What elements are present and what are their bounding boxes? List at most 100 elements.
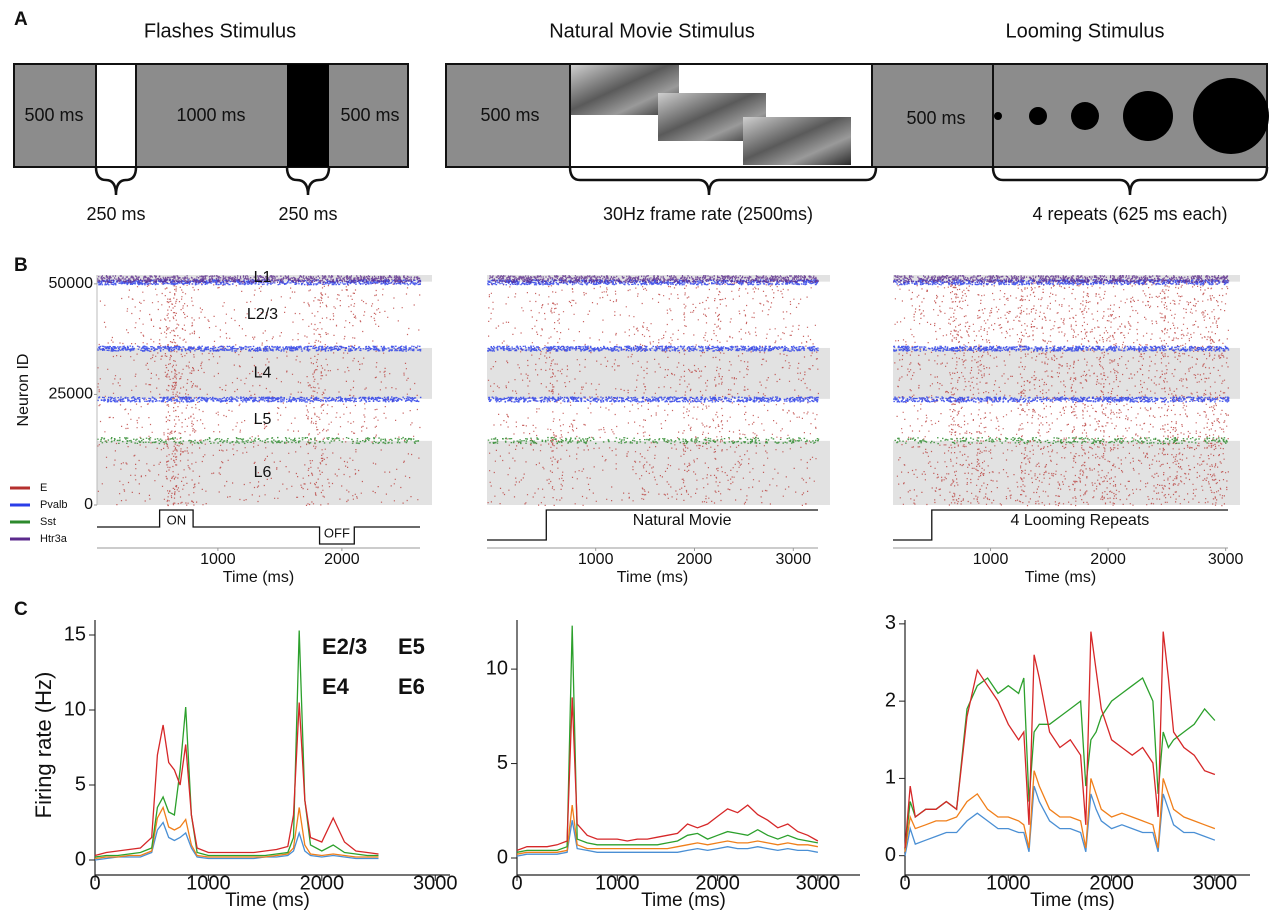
series-line: [516, 697, 819, 852]
series-line: [516, 805, 819, 855]
x-axis-label: Time (ms): [1025, 569, 1096, 586]
y-tick-label: 0: [885, 844, 896, 866]
x-tick-label: 2000: [300, 872, 345, 894]
x-tick-label: 2000: [1090, 551, 1126, 568]
brace: [991, 166, 1269, 196]
legend-label: E6: [398, 674, 425, 699]
y-tick-label: 15: [64, 623, 86, 645]
stimulus-trace: [97, 509, 420, 545]
x-tick-label: 2000: [324, 551, 360, 568]
layer-label: L5: [254, 411, 272, 428]
legend-label: E2/3: [322, 634, 367, 659]
legend-label: Sst: [40, 516, 56, 528]
x-axis-label: Time (ms): [617, 569, 688, 586]
spike-texture: [894, 436, 1228, 445]
series-line: [94, 805, 379, 860]
x-tick-label: 2000: [677, 551, 713, 568]
duration-label: 500 ms: [906, 108, 965, 128]
legend-label: E5: [398, 634, 425, 659]
stimulus-title: Looming Stimulus: [1006, 20, 1165, 42]
looming-disc: [1193, 78, 1269, 154]
y-axis-label: Firing rate (Hz): [31, 672, 56, 819]
series-line: [904, 631, 1216, 849]
x-axis-label: Time (ms): [1030, 890, 1115, 911]
x-tick-label: 2000: [695, 872, 740, 894]
x-tick-label: 0: [899, 872, 910, 894]
x-tick-label: 1000: [973, 551, 1009, 568]
stimulus-label: Natural Movie: [633, 512, 732, 529]
y-tick-label: 0: [497, 846, 508, 868]
x-axis-label: Time (ms): [225, 890, 310, 911]
layer-band: [893, 347, 1240, 399]
y-tick-label: 10: [64, 698, 86, 720]
panel-a: A B C Flashes Stimulus Natural Movie Sti…: [13, 9, 1269, 620]
spike-texture: [894, 281, 1229, 507]
looming-disc: [1123, 91, 1173, 141]
x-tick-label: 1000: [186, 872, 231, 894]
stimulus-label: 4 Looming Repeats: [1011, 512, 1150, 529]
y-tick-label: 5: [75, 773, 86, 795]
y-tick-label: 0: [84, 496, 93, 513]
y-tick-label: 1: [885, 767, 896, 789]
spike-texture: [489, 275, 819, 284]
brace-label: 4 repeats (625 ms each): [1032, 204, 1227, 224]
layer-band: [487, 347, 830, 399]
y-tick-label: 25000: [49, 386, 94, 403]
y-tick-label: 2: [885, 689, 896, 711]
stimulus-trace: [487, 509, 818, 541]
x-tick-label: 1000: [595, 872, 640, 894]
x-tick-label: 3000: [776, 551, 812, 568]
spike-texture: [893, 275, 1230, 284]
stimulus-box: [13, 63, 409, 168]
spike-texture: [487, 436, 820, 445]
stimulus-title: Flashes Stimulus: [144, 20, 296, 42]
x-tick-label: 1000: [200, 551, 236, 568]
stimulus-label: ON: [167, 512, 187, 527]
y-tick-label: 10: [486, 657, 508, 679]
x-axis-label: Time (ms): [641, 890, 726, 911]
x-tick-label: 3000: [1208, 551, 1244, 568]
stimulus-title: Natural Movie Stimulus: [549, 20, 755, 42]
stimulus-label: OFF: [324, 525, 350, 540]
layer-label: L6: [254, 464, 272, 481]
layer-label: L2/3: [247, 306, 278, 323]
legend-label: E: [40, 482, 47, 494]
black-flash: [287, 64, 329, 167]
spike-texture: [97, 436, 420, 445]
x-tick-label: 3000: [796, 872, 841, 894]
looming-disc: [994, 112, 1002, 120]
x-tick-label: 0: [511, 872, 522, 894]
y-axis-label: Neuron ID: [15, 354, 32, 427]
y-tick-label: 3: [885, 612, 896, 634]
gray-period: [445, 63, 571, 168]
duration-label: 1000 ms: [176, 105, 245, 125]
panel-label: A: [14, 9, 28, 30]
series-line: [516, 625, 819, 853]
layer-band: [893, 275, 1240, 282]
layer-band: [893, 440, 1240, 505]
duration-label: 500 ms: [340, 105, 399, 125]
duration-label: 500 ms: [480, 105, 539, 125]
panel-label: B: [14, 255, 28, 276]
y-tick-label: 5: [497, 752, 508, 774]
series-line: [904, 770, 1216, 852]
brace: [94, 166, 138, 196]
x-tick-label: 1000: [578, 551, 614, 568]
y-tick-label: 50000: [49, 275, 94, 292]
brace: [568, 166, 878, 196]
series-line: [904, 676, 1216, 849]
series-line: [94, 702, 379, 857]
x-axis-label: Time (ms): [223, 569, 294, 586]
stimulus-trace: [893, 509, 1228, 541]
brace: [285, 166, 331, 196]
y-tick-label: 0: [75, 848, 86, 870]
duration-label: 500 ms: [24, 105, 83, 125]
brace-label: 250 ms: [278, 204, 337, 224]
series-line: [904, 785, 1216, 856]
x-tick-label: 1000: [986, 872, 1031, 894]
movie-frame: [743, 117, 851, 165]
x-tick-label: 0: [89, 872, 100, 894]
layer-label: L1: [254, 269, 272, 286]
legend-label: Pvalb: [40, 499, 68, 511]
